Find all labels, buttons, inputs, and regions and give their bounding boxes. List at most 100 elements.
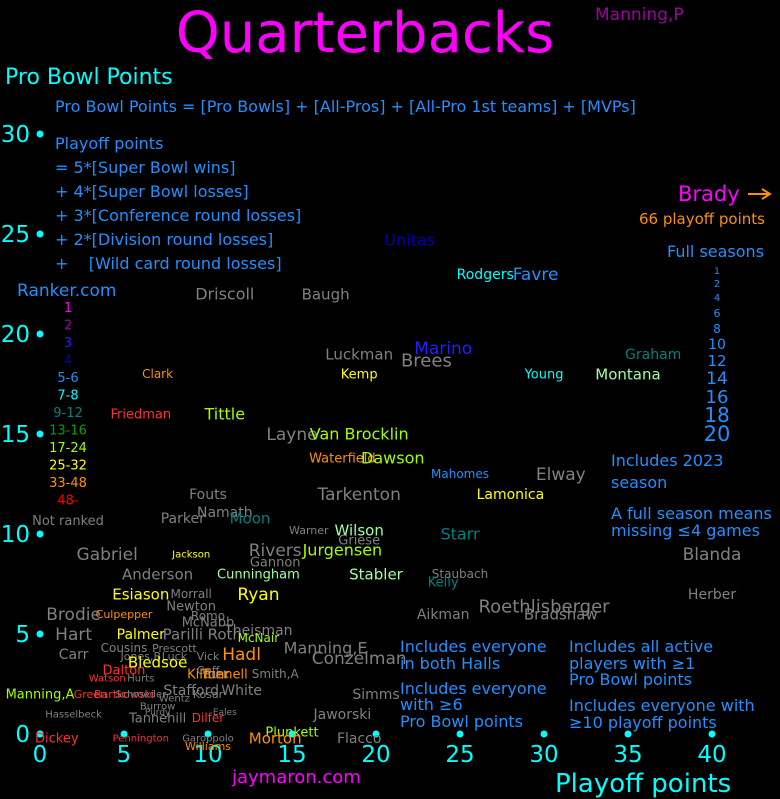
- player-label: Kilmer: [187, 668, 229, 683]
- player-label: Hadl: [222, 645, 261, 665]
- y-axis-label: Pro Bowl Points: [5, 65, 173, 90]
- player-label: Newton: [166, 600, 216, 615]
- player-label: Bradshaw: [524, 605, 598, 623]
- player-label: Herber: [688, 587, 736, 603]
- playoff-note-line: + 4*[Super Bowl losses]: [55, 182, 249, 201]
- playoff-note-line: = 5*[Super Bowl wins]: [55, 158, 236, 177]
- player-label: Schroeder: [115, 690, 167, 701]
- ranker-legend-item: 2: [64, 319, 72, 334]
- ge6-note-line: with ≥6: [400, 695, 463, 714]
- player-label: Kemp: [341, 368, 378, 383]
- active-note-line: Includes all active: [569, 637, 713, 656]
- player-label: Jurgensen: [302, 541, 383, 560]
- player-label: Prescott: [152, 642, 197, 655]
- player-label: McNair: [238, 631, 280, 645]
- player-label: Jaworski: [313, 707, 372, 723]
- ranker-legend-item: 9-12: [53, 406, 83, 421]
- player-label: Graham: [625, 347, 681, 363]
- player-label: Plunkett: [265, 726, 318, 741]
- player-label: Hasselbeck: [45, 710, 102, 721]
- player-label: Young: [524, 368, 564, 383]
- player-label: Unitas: [384, 231, 435, 250]
- y-tick-dot: [36, 430, 44, 438]
- y-tick-dot: [36, 330, 44, 338]
- player-label: Gabriel: [77, 545, 138, 565]
- ranker-legend-item: 3: [64, 336, 72, 351]
- player-label: Van Brocklin: [310, 425, 409, 444]
- player-label: Griese: [338, 534, 380, 549]
- player-label: Williams: [185, 740, 231, 753]
- player-label: Roethlisberger: [478, 596, 610, 617]
- player-label: Culpepper: [96, 608, 153, 621]
- player-label: Kosar: [193, 688, 224, 701]
- player-label: Wentz: [159, 694, 190, 705]
- y-tick-label: 10: [1, 522, 30, 548]
- season-legend-item: 6: [714, 307, 721, 320]
- player-label: Stabler: [349, 565, 404, 583]
- y-tick-label: 25: [1, 222, 30, 248]
- player-label: Moon: [230, 509, 271, 527]
- ranker-legend-item: 7-8: [57, 389, 78, 404]
- season-legend-item: 12: [707, 352, 726, 370]
- ranker-legend-item: Not ranked: [32, 514, 104, 529]
- player-label: Kelly: [428, 576, 459, 591]
- player-label: Gannon: [250, 556, 301, 571]
- player-label: Tannehill: [128, 712, 186, 727]
- player-label: Wilson: [335, 521, 384, 539]
- top-label-manning-p: Manning,P: [595, 5, 684, 25]
- ranker-legend-item: 33-48: [49, 476, 87, 491]
- player-label: Tunnell: [201, 668, 248, 683]
- player-label: Simms: [352, 687, 399, 703]
- player-label: Parilli: [163, 625, 203, 643]
- player-label: Eales: [213, 708, 237, 718]
- player-label: Esiason: [112, 585, 169, 603]
- player-label: Parker: [161, 511, 205, 527]
- player-label: Morton: [249, 729, 302, 747]
- player-label: Manning,E: [284, 639, 368, 658]
- ranker-legend-item: 17-24: [49, 441, 87, 456]
- player-label: Dalton: [103, 664, 146, 679]
- player-label: Hurts: [127, 674, 154, 685]
- y-tick-label: 5: [15, 622, 30, 648]
- player-label: Baugh: [302, 285, 350, 303]
- x-tick-dot: [120, 730, 128, 738]
- season-legend-item: 1: [714, 267, 720, 277]
- ranker-legend-item: 25-32: [49, 459, 87, 474]
- player-label: McNabb: [182, 616, 235, 631]
- player-label: Anderson: [122, 565, 193, 583]
- x-tick-dot: [288, 730, 296, 738]
- ranker-legend-item: 4: [64, 354, 72, 369]
- halls-note-line: in both Halls: [400, 654, 500, 673]
- player-label: Blanda: [683, 545, 742, 565]
- player-label: Pennington: [113, 734, 169, 745]
- player-label: Bledsoe: [128, 653, 187, 671]
- brady-label: Brady: [678, 182, 740, 206]
- season-legend-item: 16: [706, 387, 729, 408]
- player-label: Burk: [204, 668, 230, 681]
- player-label: Clark: [142, 367, 173, 381]
- player-label: Brodie: [46, 605, 101, 625]
- x-tick-label: 30: [529, 742, 558, 768]
- ranker-legend-item: 5-6: [57, 371, 78, 386]
- x-tick-dot: [372, 730, 380, 738]
- season-legend-item: 2: [714, 279, 720, 290]
- player-label: Conzelman: [312, 649, 407, 669]
- player-label: Vick: [197, 650, 220, 663]
- player-label: Waterfield: [309, 452, 375, 467]
- player-label: Smith,A: [252, 667, 300, 681]
- season-legend-item: 8: [713, 322, 721, 336]
- player-label: Brees: [401, 350, 452, 371]
- player-label: Flacco: [337, 731, 381, 747]
- player-label: Carr: [59, 647, 89, 663]
- ranker-legend-item: 1: [64, 301, 72, 316]
- x-tick-label: 15: [277, 742, 306, 768]
- active-note-line: players with ≥1: [569, 654, 695, 673]
- ge10-note-line: ≥10 playoff points: [569, 713, 717, 732]
- player-label: Watson: [89, 674, 126, 685]
- full-season-def-line: A full season means: [611, 504, 772, 523]
- y-tick-dot: [36, 130, 44, 138]
- y-tick-label: 0: [15, 722, 30, 748]
- playoff-note-line: + 3*[Conference round losses]: [55, 206, 301, 225]
- player-label: White: [221, 683, 262, 699]
